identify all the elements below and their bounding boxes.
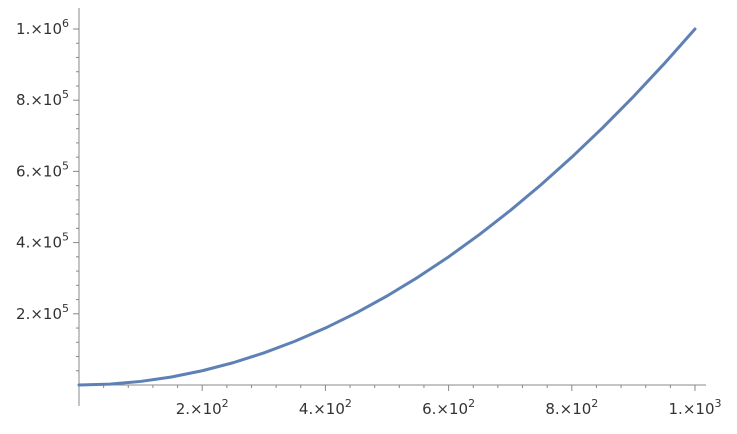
y-tick-label: 1.×106 bbox=[16, 17, 69, 38]
y-tick-label: 2.×105 bbox=[16, 302, 69, 323]
x-tick-label: 2.×102 bbox=[176, 397, 229, 418]
tick-mantissa: 1.×10 bbox=[16, 20, 62, 38]
tick-exponent: 2 bbox=[345, 397, 352, 410]
tick-exponent: 2 bbox=[591, 397, 598, 410]
tick-mantissa: 2.×10 bbox=[176, 400, 222, 418]
x-tick-label: 4.×102 bbox=[299, 397, 352, 418]
series-line bbox=[77, 27, 697, 387]
tick-mantissa: 4.×10 bbox=[299, 400, 345, 418]
series-layer bbox=[77, 27, 697, 387]
tick-exponent: 5 bbox=[62, 88, 69, 101]
tick-mantissa: 8.×10 bbox=[16, 91, 62, 109]
tick-exponent: 6 bbox=[62, 17, 69, 30]
y-tick-label: 6.×105 bbox=[16, 159, 69, 180]
axes bbox=[78, 8, 706, 406]
tick-exponent: 2 bbox=[222, 397, 229, 410]
x-ticks: 2.×102 4.×102 6.×102 8.×102 1.×103 bbox=[103, 385, 722, 418]
tick-mantissa: 1.×10 bbox=[669, 400, 715, 418]
x-tick-label: 6.×102 bbox=[422, 397, 475, 418]
tick-mantissa: 6.×10 bbox=[16, 162, 62, 180]
tick-exponent: 2 bbox=[468, 397, 475, 410]
y-tick-label: 8.×105 bbox=[16, 88, 69, 109]
tick-exponent: 3 bbox=[714, 397, 721, 410]
tick-mantissa: 8.×10 bbox=[545, 400, 591, 418]
x-tick-label: 8.×102 bbox=[545, 397, 598, 418]
x-tick-label: 1.×103 bbox=[669, 397, 722, 418]
tick-exponent: 5 bbox=[62, 302, 69, 315]
tick-exponent: 5 bbox=[62, 231, 69, 244]
y-tick-label: 4.×105 bbox=[16, 231, 69, 252]
tick-mantissa: 4.×10 bbox=[16, 234, 62, 252]
tick-mantissa: 2.×10 bbox=[16, 305, 62, 323]
tick-exponent: 5 bbox=[62, 159, 69, 172]
tick-mantissa: 6.×10 bbox=[422, 400, 468, 418]
